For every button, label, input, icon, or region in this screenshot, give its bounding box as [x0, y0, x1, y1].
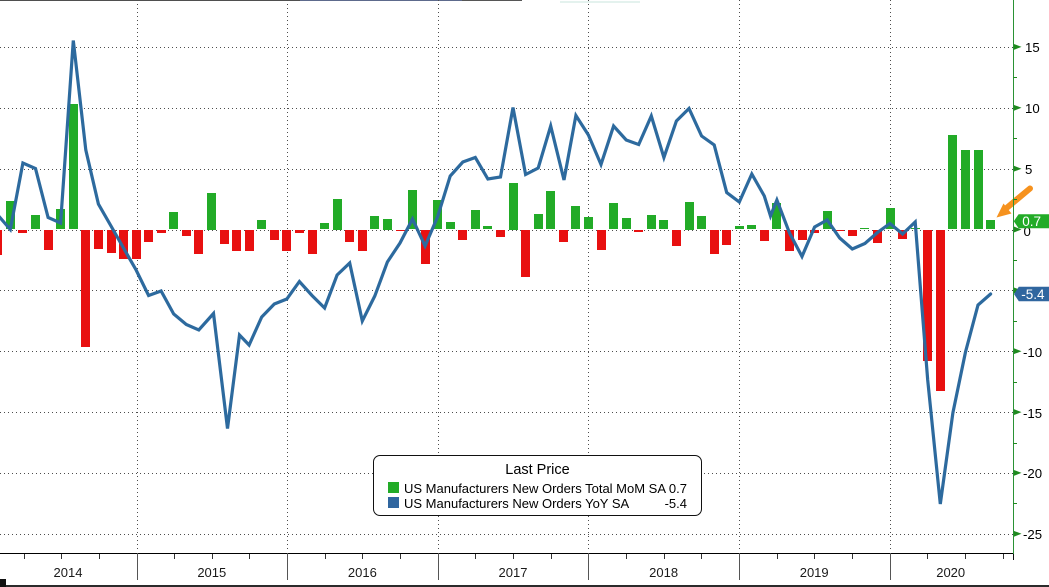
svg-text:-5.4: -5.4 [1021, 287, 1045, 302]
svg-text:0.7: 0.7 [1022, 214, 1041, 229]
